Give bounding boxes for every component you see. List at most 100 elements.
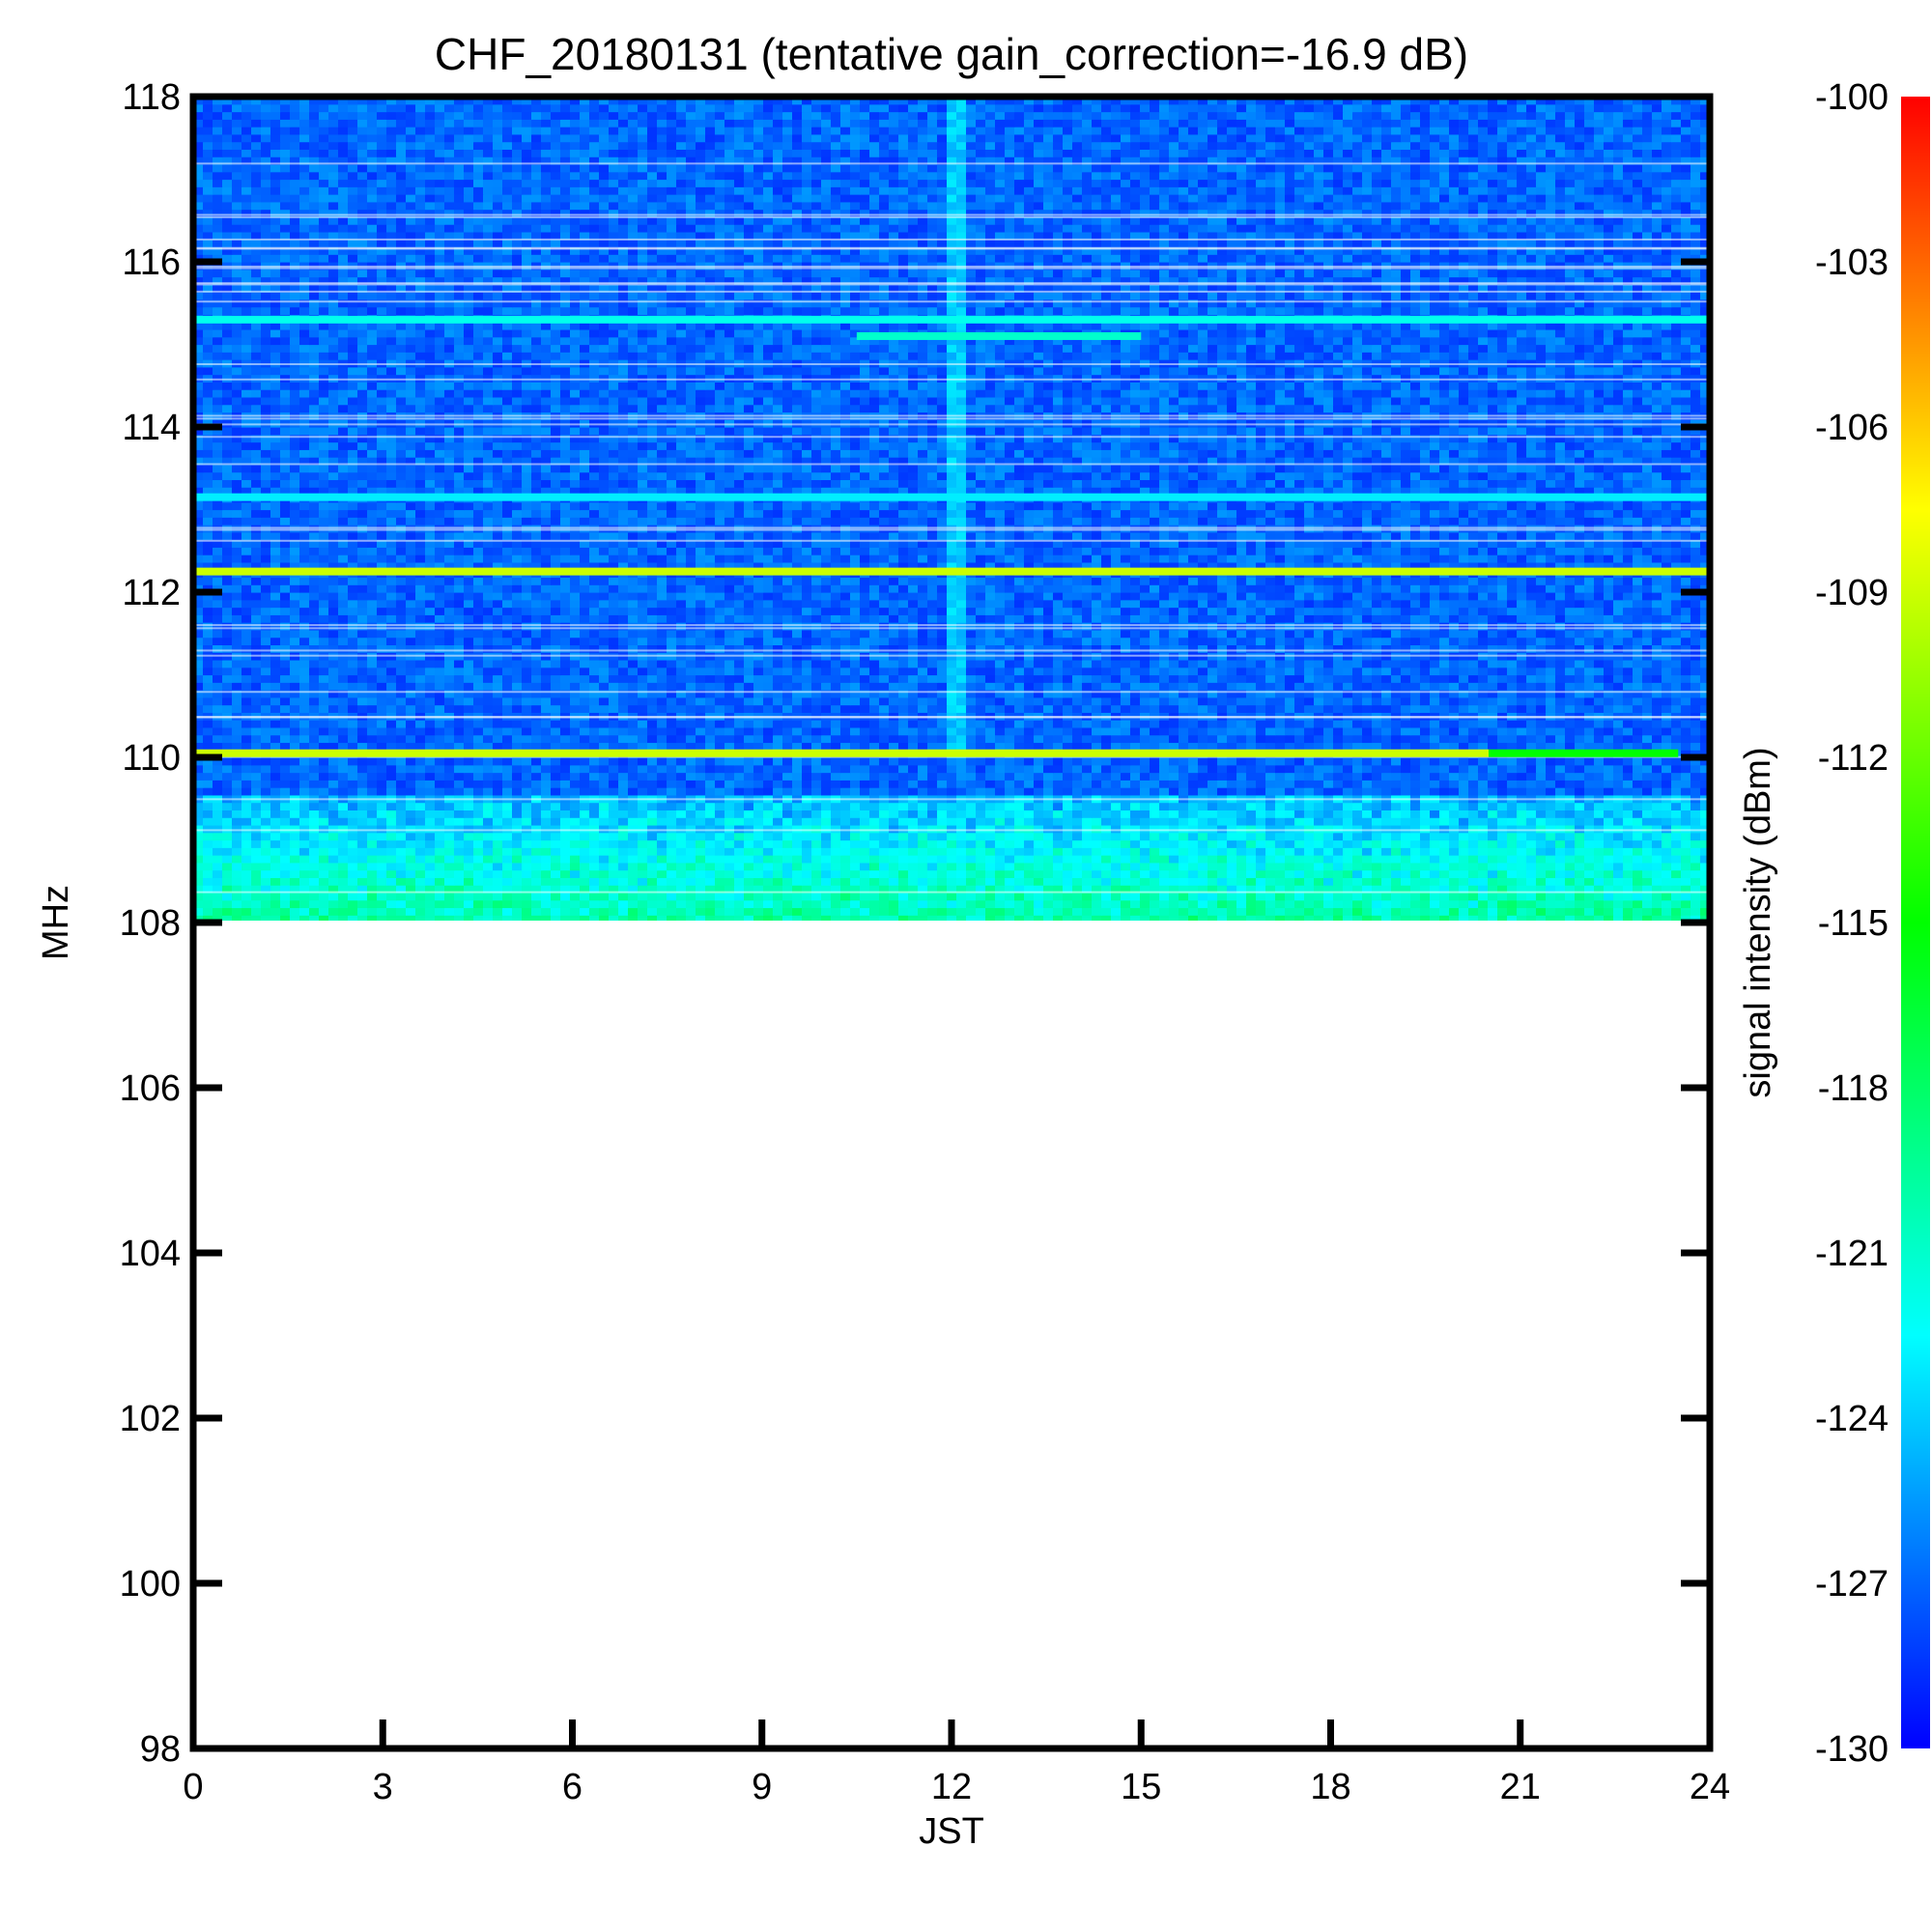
heatmap-cell: [483, 803, 494, 810]
heatmap-cell: [638, 817, 648, 825]
heatmap-cell: [1275, 697, 1286, 705]
heatmap-cell: [918, 847, 928, 855]
heatmap-cell: [386, 817, 397, 825]
heatmap-cell: [1169, 735, 1179, 743]
heatmap-cell: [753, 765, 764, 773]
heatmap-cell: [599, 787, 610, 795]
heatmap-cell: [1140, 877, 1151, 885]
heatmap-cell: [1072, 833, 1083, 840]
heatmap-cell: [1256, 817, 1266, 825]
heatmap-cell: [1623, 735, 1634, 743]
heatmap-cell: [840, 907, 851, 915]
heatmap-cell: [976, 915, 986, 923]
heatmap-cell: [879, 810, 890, 817]
heatmap-cell: [1478, 870, 1489, 878]
heatmap-cell: [995, 810, 1006, 817]
heatmap-cell: [1459, 847, 1469, 855]
heatmap-cell: [319, 773, 329, 781]
heatmap-cell: [1198, 840, 1208, 848]
heatmap-cell: [386, 810, 397, 817]
heatmap-cell: [638, 810, 648, 817]
heatmap-cell: [715, 810, 725, 817]
heatmap-cell: [299, 742, 310, 750]
heatmap-cell: [1391, 810, 1402, 817]
heatmap-cell: [493, 893, 503, 900]
heatmap-cell: [464, 915, 474, 923]
heatmap-cell: [1246, 803, 1257, 810]
heatmap-cell: [802, 727, 812, 735]
heatmap-cell: [242, 915, 252, 923]
heatmap-cell: [1526, 877, 1537, 885]
heatmap-cell: [1497, 803, 1508, 810]
heatmap-cell: [1285, 893, 1295, 900]
heatmap-cell: [1227, 803, 1237, 810]
heatmap-cell: [1362, 893, 1373, 900]
heatmap-cell: [1690, 787, 1701, 795]
heatmap-cell: [1323, 787, 1334, 795]
heatmap-cell: [947, 735, 957, 743]
heatmap-cell: [918, 900, 928, 908]
heatmap-cell: [1304, 727, 1315, 735]
heatmap-cell: [1333, 757, 1344, 765]
heatmap-cell: [1343, 915, 1353, 923]
heatmap-cell: [1198, 682, 1208, 690]
heatmap-cell: [744, 773, 754, 781]
heatmap-cell: [1246, 765, 1257, 773]
heatmap-cell: [1372, 855, 1382, 863]
heatmap-cell: [1623, 727, 1634, 735]
heatmap-cell: [1613, 780, 1624, 787]
heatmap-cell: [1005, 742, 1015, 750]
heatmap-cell: [1430, 840, 1440, 848]
heatmap-cell: [396, 803, 407, 810]
heatmap-cell: [473, 682, 484, 690]
heatmap-cell: [1352, 915, 1363, 923]
heatmap-cell: [1507, 840, 1518, 848]
heatmap-cell: [1333, 877, 1344, 885]
heatmap-cell: [869, 855, 880, 863]
heatmap-cell: [782, 810, 793, 817]
heatmap-cell: [213, 705, 223, 713]
heatmap-cell: [724, 915, 735, 923]
heatmap-cell: [377, 825, 387, 833]
heatmap-cell: [522, 907, 532, 915]
heatmap-cell: [1063, 727, 1073, 735]
heatmap-cell: [1265, 787, 1276, 795]
heatmap-cell: [1555, 757, 1566, 765]
heatmap-cell: [753, 787, 764, 795]
heatmap-cell: [338, 697, 349, 705]
heatmap-cell: [444, 765, 455, 773]
heatmap-cell: [1256, 915, 1266, 923]
heatmap-cell: [1333, 825, 1344, 833]
heatmap-cell: [1362, 765, 1373, 773]
heatmap-cell: [464, 765, 474, 773]
heatmap-cell: [985, 735, 996, 743]
heatmap-cell: [1082, 697, 1093, 705]
heatmap-cell: [454, 773, 465, 781]
heatmap-cell: [802, 810, 812, 817]
heatmap-cell: [251, 893, 262, 900]
heatmap-cell: [1372, 915, 1382, 923]
heatmap-cell: [1449, 757, 1460, 765]
heatmap-cell: [609, 907, 619, 915]
heatmap-cell: [821, 817, 832, 825]
heatmap-cell: [1430, 855, 1440, 863]
heatmap-cell: [1246, 742, 1257, 750]
heatmap-cell: [1594, 855, 1605, 863]
heatmap-cell: [280, 863, 291, 870]
heatmap-cell: [1333, 900, 1344, 908]
heatmap-cell: [1236, 817, 1247, 825]
heatmap-cell: [1439, 682, 1450, 690]
heatmap-cell: [1005, 893, 1015, 900]
heatmap-cell: [406, 877, 416, 885]
heatmap-cell: [1410, 900, 1421, 908]
heatmap-cell: [1536, 757, 1547, 765]
heatmap-cell: [985, 810, 996, 817]
heatmap-cell: [1507, 765, 1518, 773]
heatmap-cell: [773, 833, 783, 840]
heatmap-cell: [1633, 757, 1643, 765]
heatmap-cell: [976, 855, 986, 863]
heatmap-cell: [367, 765, 378, 773]
heatmap-cell: [502, 900, 513, 908]
heatmap-cell: [1517, 833, 1527, 840]
heatmap-cell: [522, 863, 532, 870]
